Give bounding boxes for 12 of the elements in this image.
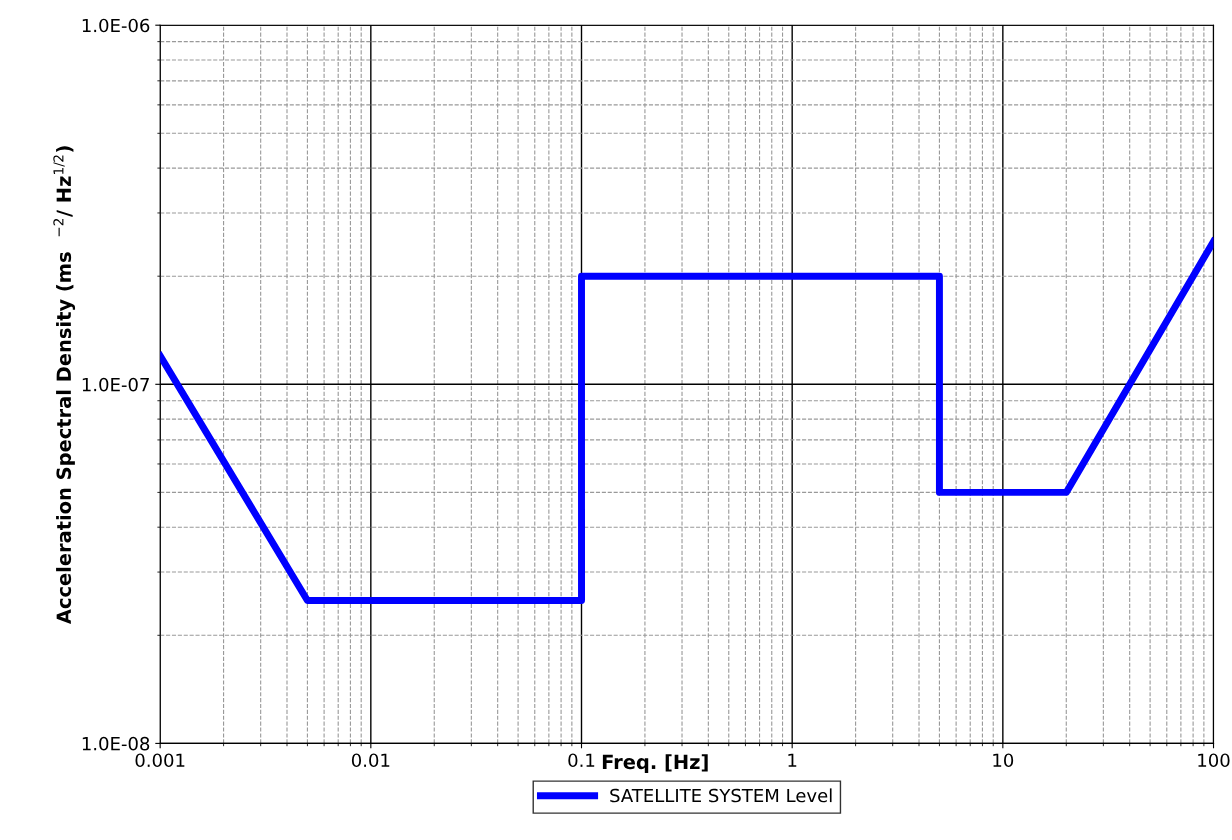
x-tick-label: 0.01 — [351, 753, 390, 768]
x-tick-label: 10 — [993, 753, 1014, 768]
x-tick-label: 0.1 — [568, 753, 595, 768]
x-tick-label: 100 — [1198, 753, 1230, 768]
x-tick-label: 0.001 — [135, 753, 185, 768]
x-tick-label: 1 — [788, 753, 797, 767]
legend-label: SATELLITE SYSTEM Level — [610, 788, 832, 803]
y-axis-title: Acceleration Spectral Density (ms $^{−2}$/ Hz$^{1/2}$) — [53, 146, 76, 625]
x-axis-title: Freq. [Hz] — [602, 754, 708, 773]
y-tick-label: 1.0E-07 — [82, 377, 149, 392]
y-tick-label: 1.0E-08 — [82, 736, 150, 751]
y-tick-label: 1.0E-06 — [82, 18, 150, 33]
